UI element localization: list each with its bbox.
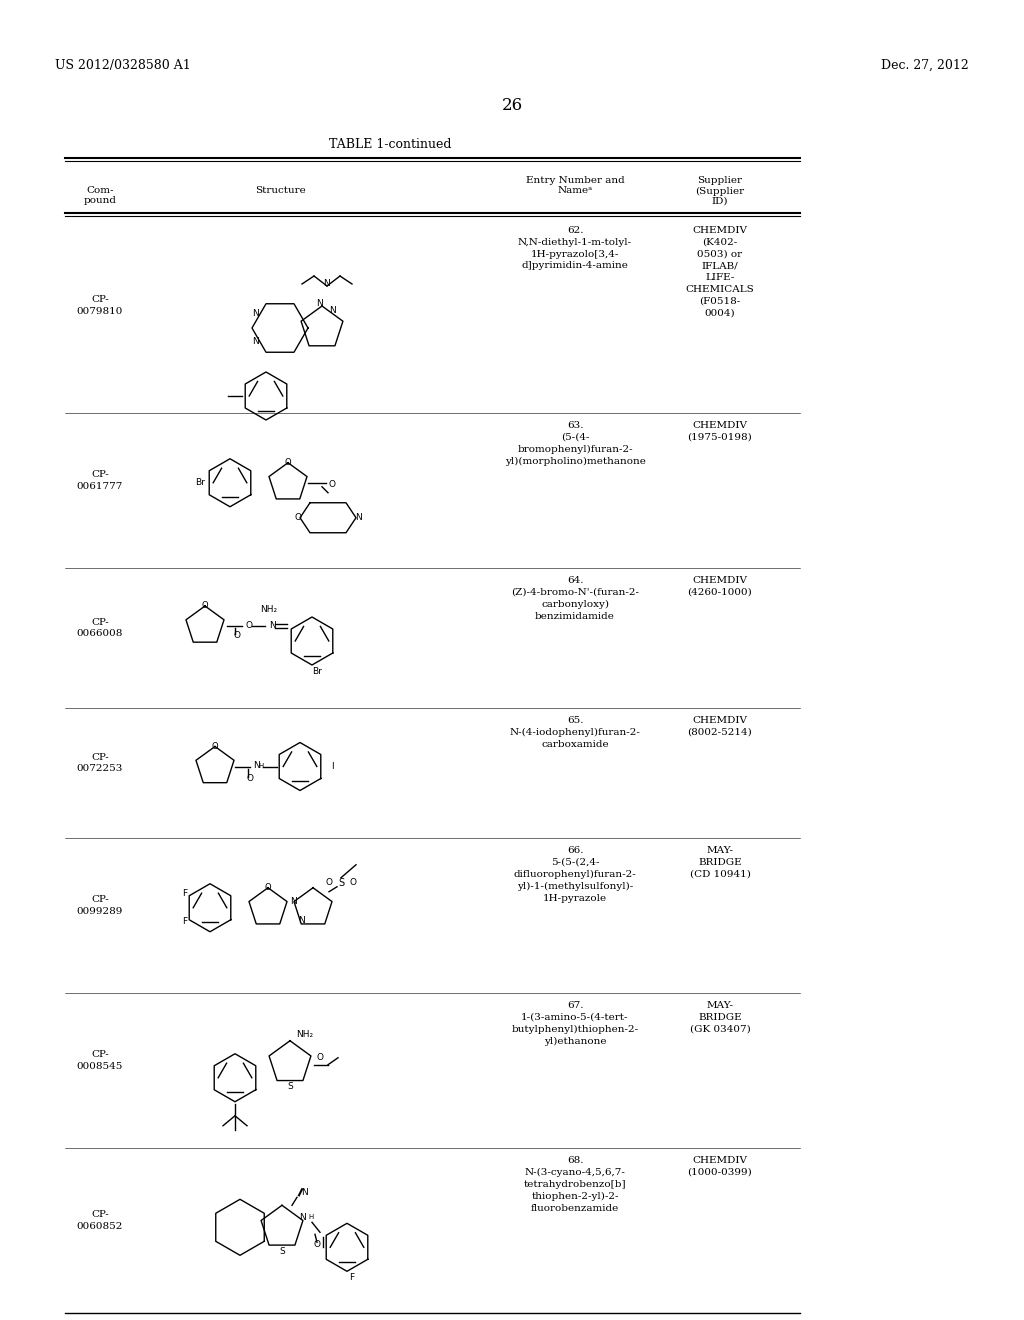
Text: Entry Number and
Nameᵃ: Entry Number and Nameᵃ <box>525 176 625 195</box>
Text: 26: 26 <box>502 96 522 114</box>
Text: O: O <box>326 878 333 887</box>
Text: F: F <box>182 890 187 898</box>
Text: CP-
0079810: CP- 0079810 <box>77 296 123 315</box>
Text: 66.
5-(5-(2,4-
difluorophenyl)furan-2-
yl)-1-(methylsulfonyl)-
1H-pyrazole: 66. 5-(5-(2,4- difluorophenyl)furan-2- y… <box>514 846 636 903</box>
Text: Dec. 27, 2012: Dec. 27, 2012 <box>882 58 969 71</box>
Text: NH₂: NH₂ <box>260 606 278 615</box>
Text: 62.
N,N-diethyl-1-m-tolyl-
1H-pyrazolo[3,4-
d]pyrimidin-4-amine: 62. N,N-diethyl-1-m-tolyl- 1H-pyrazolo[3… <box>518 226 632 271</box>
Text: CP-
0061777: CP- 0061777 <box>77 470 123 491</box>
Text: N: N <box>330 306 336 315</box>
Text: CP-
0072253: CP- 0072253 <box>77 752 123 774</box>
Text: CP-
0066008: CP- 0066008 <box>77 618 123 639</box>
Text: F: F <box>349 1272 354 1282</box>
Text: N: N <box>252 309 259 318</box>
Text: N: N <box>254 762 260 770</box>
Text: O: O <box>202 602 208 610</box>
Text: Br: Br <box>195 478 205 487</box>
Text: Com-
pound: Com- pound <box>84 186 117 206</box>
Text: O: O <box>246 620 253 630</box>
Text: O: O <box>247 774 254 783</box>
Text: 65.
N-(4-iodophenyl)furan-2-
carboxamide: 65. N-(4-iodophenyl)furan-2- carboxamide <box>510 715 640 748</box>
Text: 64.
(Z)-4-bromo-N'-(furan-2-
carbonyloxy)
benzimidamide: 64. (Z)-4-bromo-N'-(furan-2- carbonyloxy… <box>511 576 639 620</box>
Text: N: N <box>302 1188 308 1197</box>
Text: MAY-
BRIDGE
(CD 10941): MAY- BRIDGE (CD 10941) <box>689 846 751 879</box>
Text: O: O <box>264 883 271 892</box>
Text: CHEMDIV
(8002-5214): CHEMDIV (8002-5214) <box>688 715 753 737</box>
Text: Structure: Structure <box>255 186 305 195</box>
Text: 63.
(5-(4-
bromophenyl)furan-2-
yl)(morpholino)methanone: 63. (5-(4- bromophenyl)furan-2- yl)(morp… <box>505 421 645 466</box>
Text: CP-
0008545: CP- 0008545 <box>77 1051 123 1071</box>
Text: 68.
N-(3-cyano-4,5,6,7-
tetrahydrobenzo[b]
thiophen-2-yl)-2-
fluorobenzamide: 68. N-(3-cyano-4,5,6,7- tetrahydrobenzo[… <box>523 1156 627 1213</box>
Text: MAY-
BRIDGE
(GK 03407): MAY- BRIDGE (GK 03407) <box>689 1001 751 1034</box>
Text: CHEMDIV
(1000-0399): CHEMDIV (1000-0399) <box>688 1156 753 1177</box>
Text: O: O <box>233 631 241 640</box>
Text: O: O <box>313 1239 321 1249</box>
Text: NH₂: NH₂ <box>296 1030 313 1039</box>
Text: O: O <box>212 742 218 751</box>
Text: Br: Br <box>312 667 322 676</box>
Text: CP-
0099289: CP- 0099289 <box>77 895 123 916</box>
Text: N: N <box>324 280 331 289</box>
Text: S: S <box>338 878 344 888</box>
Text: O: O <box>295 513 301 523</box>
Text: CHEMDIV
(1975-0198): CHEMDIV (1975-0198) <box>688 421 753 442</box>
Text: O: O <box>349 878 356 887</box>
Text: N: N <box>299 1213 306 1222</box>
Text: CP-
0060852: CP- 0060852 <box>77 1210 123 1230</box>
Text: N: N <box>291 898 297 906</box>
Text: CHEMDIV
(K402-
0503) or
IFLAB/
LIFE-
CHEMICALS
(F0518-
0004): CHEMDIV (K402- 0503) or IFLAB/ LIFE- CHE… <box>686 226 755 318</box>
Text: O: O <box>285 458 291 467</box>
Text: N: N <box>298 916 304 925</box>
Text: F: F <box>182 917 187 927</box>
Text: O: O <box>329 480 336 490</box>
Text: N: N <box>354 513 361 523</box>
Text: H: H <box>308 1214 313 1220</box>
Text: N: N <box>268 622 275 631</box>
Text: CHEMDIV
(4260-1000): CHEMDIV (4260-1000) <box>688 576 753 597</box>
Text: O: O <box>316 1053 324 1063</box>
Text: Supplier
(Supplier
ID): Supplier (Supplier ID) <box>695 176 744 206</box>
Text: S: S <box>280 1247 285 1255</box>
Text: US 2012/0328580 A1: US 2012/0328580 A1 <box>55 58 190 71</box>
Text: TABLE 1-continued: TABLE 1-continued <box>329 139 452 152</box>
Text: N: N <box>252 338 259 346</box>
Text: I: I <box>331 762 334 771</box>
Text: N: N <box>316 300 324 309</box>
Text: S: S <box>287 1082 293 1092</box>
Text: 67.
1-(3-amino-5-(4-tert-
butylphenyl)thiophen-2-
yl)ethanone: 67. 1-(3-amino-5-(4-tert- butylphenyl)th… <box>511 1001 639 1045</box>
Text: H: H <box>258 763 263 768</box>
